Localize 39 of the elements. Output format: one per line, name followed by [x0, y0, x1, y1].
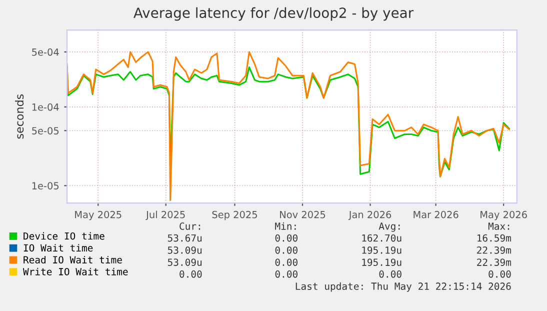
- line-series: [67, 51, 510, 202]
- legend-label: Device IO time: [24, 232, 104, 240]
- legend-label: IO Wait time: [24, 244, 93, 252]
- text: 22.39m: [477, 246, 511, 254]
- x-tick-label: Mar 2026: [414, 210, 458, 218]
- text: Avg:: [378, 222, 400, 232]
- x-tick-label: Jan 2026: [348, 210, 392, 220]
- text: 0.00: [488, 270, 511, 278]
- y-tick-label: 1e-05: [32, 182, 59, 190]
- y-axis-title: seconds: [15, 94, 24, 139]
- text: 0.00: [379, 270, 402, 278]
- y-tick-label: 5e-05: [32, 127, 59, 134]
- x-tick-label: May 2025: [75, 210, 122, 220]
- text: 0.00: [275, 234, 298, 242]
- x-tick-label: Nov 2025: [280, 210, 326, 218]
- text: 16.59m: [477, 234, 511, 242]
- text: Max:: [488, 222, 510, 230]
- text: 53.09u: [168, 246, 202, 254]
- text: 0.00: [180, 270, 202, 278]
- text: 0.00: [275, 246, 298, 254]
- text: 195.19u: [362, 258, 402, 266]
- text: 0.00: [275, 270, 298, 278]
- text: Min:: [275, 222, 296, 230]
- x-tick-label: May 2026: [480, 210, 527, 220]
- y-tick-label: 1e-04: [32, 103, 59, 111]
- text: 195.19u: [362, 246, 402, 254]
- text: 0.00: [275, 258, 298, 266]
- legend-label: Write IO Wait time: [22, 268, 128, 276]
- x-tick-label: Jul 2025: [146, 210, 185, 220]
- text: 53.67u: [168, 234, 202, 242]
- text: Last update: Thu May 21 22:15:14 2026: [296, 282, 511, 292]
- text: 22.39m: [477, 258, 511, 266]
- x-tick-label: Sep 2025: [212, 210, 257, 220]
- y-tick-label: 5e-04: [32, 48, 59, 56]
- text: 53.09u: [168, 258, 202, 266]
- text: 162.70u: [362, 234, 402, 242]
- chart-title: Average latency for /dev/loop2 - by year: [134, 7, 414, 21]
- legend-label: Read IO Wait time: [24, 256, 122, 264]
- text: Cur:: [180, 222, 200, 230]
